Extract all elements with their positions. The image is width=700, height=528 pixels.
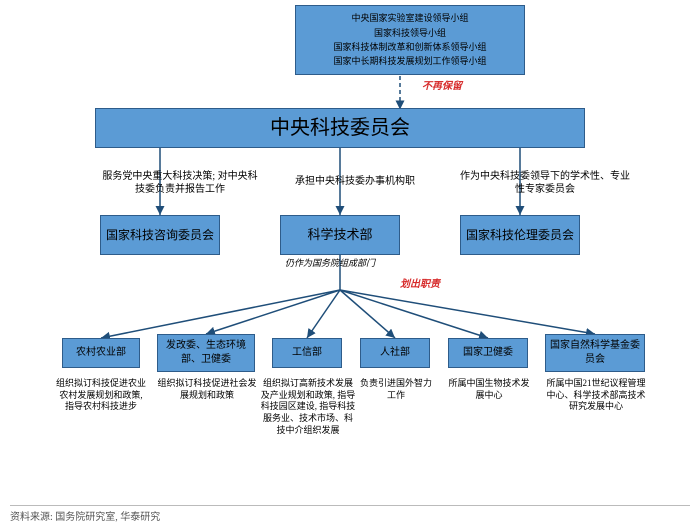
bottom-desc-label: 所属中国生物技术发展中心: [446, 378, 532, 401]
bottom-desc-label: 组织拟订高新技术发展及产业规划和政策, 指导科技园区建设, 指导科技服务业、技术…: [260, 378, 356, 436]
bottom-desc-label: 所属中国21世纪议程管理中心、科学技术部高技术研究发展中心: [545, 378, 647, 413]
bottom-desc-label: 组织拟订科技促进农业农村发展规划和政策, 指导农村科技进步: [56, 378, 146, 413]
bottom-org-box: 国家自然科学基金委员会: [545, 334, 645, 372]
bottom-org-box: 国家卫健委: [448, 338, 528, 368]
legacy-groups-box: 中央国家实验室建设领导小组国家科技领导小组国家科技体制改革和创新体系领导小组国家…: [295, 5, 525, 75]
bottom-desc-label: 组织拟订科技促进社会发展规划和政策: [157, 378, 257, 401]
mid-org-box: 科学技术部: [280, 215, 400, 255]
bottom-org-box: 人社部: [360, 338, 430, 368]
legacy-group-line: 国家科技领导小组: [374, 28, 446, 38]
legacy-group-line: 国家中长期科技发展规划工作领导小组: [333, 56, 486, 66]
mid-org-box: 国家科技咨询委员会: [100, 215, 220, 255]
bottom-org-box: 发改委、生态环境部、卫健委: [157, 334, 255, 372]
annotation-divide-responsibilities: 划出职责: [400, 278, 440, 291]
bottom-org-box: 工信部: [272, 338, 342, 368]
mid-description-label: 作为中央科技委领导下的学术性、专业性专家委员会: [460, 170, 630, 196]
bottom-desc-label: 负责引进国外智力工作: [358, 378, 434, 401]
legacy-group-line: 中央国家实验室建设领导小组: [351, 13, 468, 23]
mid-org-box: 国家科技伦理委员会: [460, 215, 580, 255]
mid-description-label: 承担中央科技委办事机构职: [280, 175, 430, 188]
sub-note-still-state-council: 仍作为国务院组成部门: [285, 258, 375, 270]
annotation-no-longer-retain: 不再保留: [422, 80, 462, 93]
source-footer: 资料来源: 国务院研究室, 华泰研究: [10, 505, 690, 523]
central-scitech-committee-label: 中央科技委员会: [270, 114, 410, 142]
legacy-group-line: 国家科技体制改革和创新体系领导小组: [333, 42, 486, 52]
bottom-org-box: 农村农业部: [62, 338, 140, 368]
mid-description-label: 服务党中央重大科技决策; 对中央科技委负责并报告工作: [100, 170, 260, 196]
central-scitech-committee-box: 中央科技委员会: [95, 108, 585, 148]
